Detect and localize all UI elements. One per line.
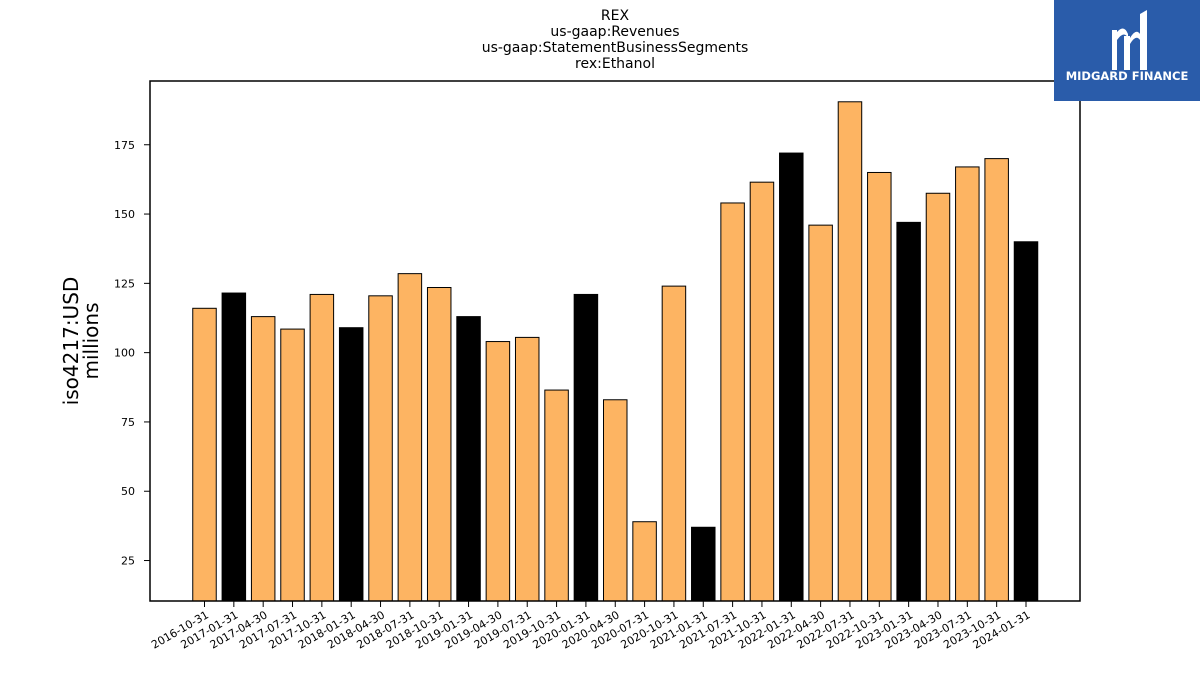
bar-2023-07-31 [955, 166, 980, 602]
y-axis-label-line: millions [79, 302, 103, 379]
bar-2019-01-31 [456, 316, 481, 602]
chart-title: REXus-gaap:Revenuesus-gaap:StatementBusi… [482, 8, 749, 72]
bar-2023-04-30 [925, 192, 951, 602]
plot-frame [149, 80, 1081, 602]
bar-2019-10-31 [544, 389, 569, 602]
chart-title-line: rex:Ethanol [575, 56, 655, 72]
bar-2018-01-31 [338, 327, 364, 602]
y-axis-ticks: 25 50 75 100 125 150 175 [114, 139, 150, 568]
y-tick-label: 100 [114, 347, 135, 360]
bar-2022-01-31 [779, 152, 804, 602]
bar-2021-01-31 [691, 526, 716, 602]
bar-2017-07-31 [280, 328, 305, 602]
bar-2023-01-31 [896, 221, 921, 602]
bar-2024-01-31 [1013, 241, 1039, 602]
bar-2017-10-31 [309, 293, 335, 602]
y-tick-label: 25 [121, 555, 135, 568]
bar-2021-10-31 [749, 181, 775, 602]
bar-2019-04-30 [485, 341, 511, 602]
logo-mark-icon [1112, 10, 1147, 70]
bar-2020-04-30 [603, 399, 628, 602]
bar-2019-07-31 [514, 336, 540, 602]
bar-2022-10-31 [867, 171, 892, 602]
y-tick-label: 150 [114, 208, 135, 221]
bar-2022-07-31 [837, 101, 863, 602]
y-tick-label: 175 [114, 139, 135, 152]
bar-2022-04-30 [808, 224, 833, 602]
chart-title-line: REX [601, 8, 630, 24]
bars [192, 101, 1039, 602]
bar-2018-07-31 [397, 273, 423, 602]
chart-title-line: us-gaap:Revenues [550, 24, 679, 40]
y-tick-label: 50 [121, 485, 135, 498]
bar-2020-01-31 [573, 293, 599, 602]
chart-title-line: us-gaap:StatementBusinessSegments [482, 40, 749, 56]
bar-2017-01-31 [221, 292, 247, 602]
x-axis-ticks: 2016-10-312017-01-312017-04-302017-07-31… [149, 601, 1033, 652]
bar-2016-10-31 [192, 307, 217, 602]
bar-2020-10-31 [661, 285, 687, 602]
bar-2023-10-31 [984, 158, 1009, 602]
bar-2017-04-30 [250, 316, 276, 602]
logo-text: MIDGARD FINANCE [1066, 69, 1189, 83]
midgard-finance-logo: MIDGARD FINANCE [1054, 0, 1200, 101]
bar-2018-10-31 [426, 287, 452, 602]
y-axis-label-line: iso4217:USD [59, 277, 83, 406]
y-tick-label: 75 [121, 416, 135, 429]
bar-2018-04-30 [368, 295, 393, 602]
y-tick-label: 125 [114, 277, 135, 290]
bar-2020-07-31 [632, 521, 657, 602]
bar-2021-07-31 [720, 202, 745, 602]
